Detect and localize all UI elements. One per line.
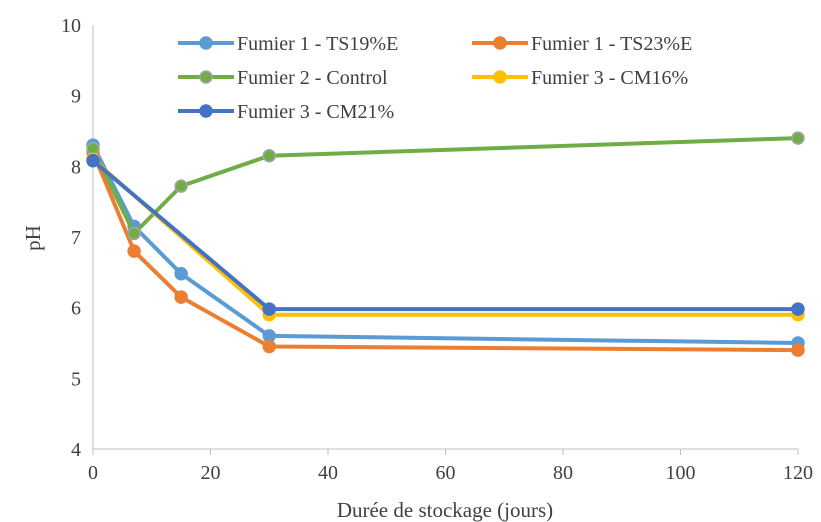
legend-label: Fumier 2 - Control xyxy=(237,67,388,89)
y-tick-label: 10 xyxy=(61,15,81,37)
y-tick-label: 5 xyxy=(71,368,81,390)
data-point xyxy=(174,179,188,193)
data-point xyxy=(127,226,141,241)
legend-swatch-marker xyxy=(493,70,507,84)
x-tick-label: 100 xyxy=(666,462,696,484)
x-tick-label: 20 xyxy=(201,462,221,484)
x-tick-label: 40 xyxy=(318,462,338,484)
data-point xyxy=(174,290,188,304)
data-point xyxy=(791,302,805,316)
data-point xyxy=(262,302,276,316)
data-point xyxy=(262,148,276,163)
data-point xyxy=(791,131,805,145)
legend-swatch-marker xyxy=(199,104,213,118)
x-tick-label: 0 xyxy=(88,462,98,484)
y-tick-label: 4 xyxy=(71,439,81,461)
x-tick-label: 60 xyxy=(436,462,456,484)
legend-label: Fumier 1 - TS19%E xyxy=(237,33,398,55)
data-point xyxy=(127,244,141,258)
data-point xyxy=(791,343,805,357)
y-axis-title: pH xyxy=(21,225,45,251)
legend-label: Fumier 3 - CM21% xyxy=(237,101,394,123)
legend-item: Fumier 3 - CM16% xyxy=(472,67,688,89)
legend-label: Fumier 1 - TS23%E xyxy=(531,33,692,55)
legend: Fumier 1 - TS19%E Fumier 1 - TS23%E Fumier… xyxy=(178,33,692,123)
y-tick-label: 8 xyxy=(71,156,81,178)
legend-item: Fumier 2 - Control xyxy=(178,67,388,89)
series-2 xyxy=(86,131,805,241)
x-tick-label: 80 xyxy=(553,462,573,484)
data-point xyxy=(174,266,188,281)
x-tick-label: 120 xyxy=(783,462,813,484)
series-layer xyxy=(86,131,805,357)
legend-swatch-marker xyxy=(199,70,213,84)
y-tick-label: 9 xyxy=(71,86,81,108)
y-tick-label: 7 xyxy=(71,227,81,249)
data-point xyxy=(262,339,276,354)
series-3 xyxy=(86,152,805,322)
legend-item: Fumier 1 - TS19%E xyxy=(178,33,398,55)
series-4 xyxy=(86,153,805,316)
series-line xyxy=(91,136,800,236)
series-line xyxy=(91,157,800,317)
legend-label: Fumier 3 - CM16% xyxy=(531,67,688,89)
legend-item: Fumier 3 - CM21% xyxy=(178,101,394,123)
y-tick-label: 6 xyxy=(71,298,81,320)
x-axis-title: Durée de stockage (jours) xyxy=(337,498,553,522)
legend-item: Fumier 1 - TS23%E xyxy=(472,33,692,55)
data-point xyxy=(86,153,100,168)
legend-swatch-marker xyxy=(493,36,507,50)
legend-swatch-marker xyxy=(199,36,213,50)
